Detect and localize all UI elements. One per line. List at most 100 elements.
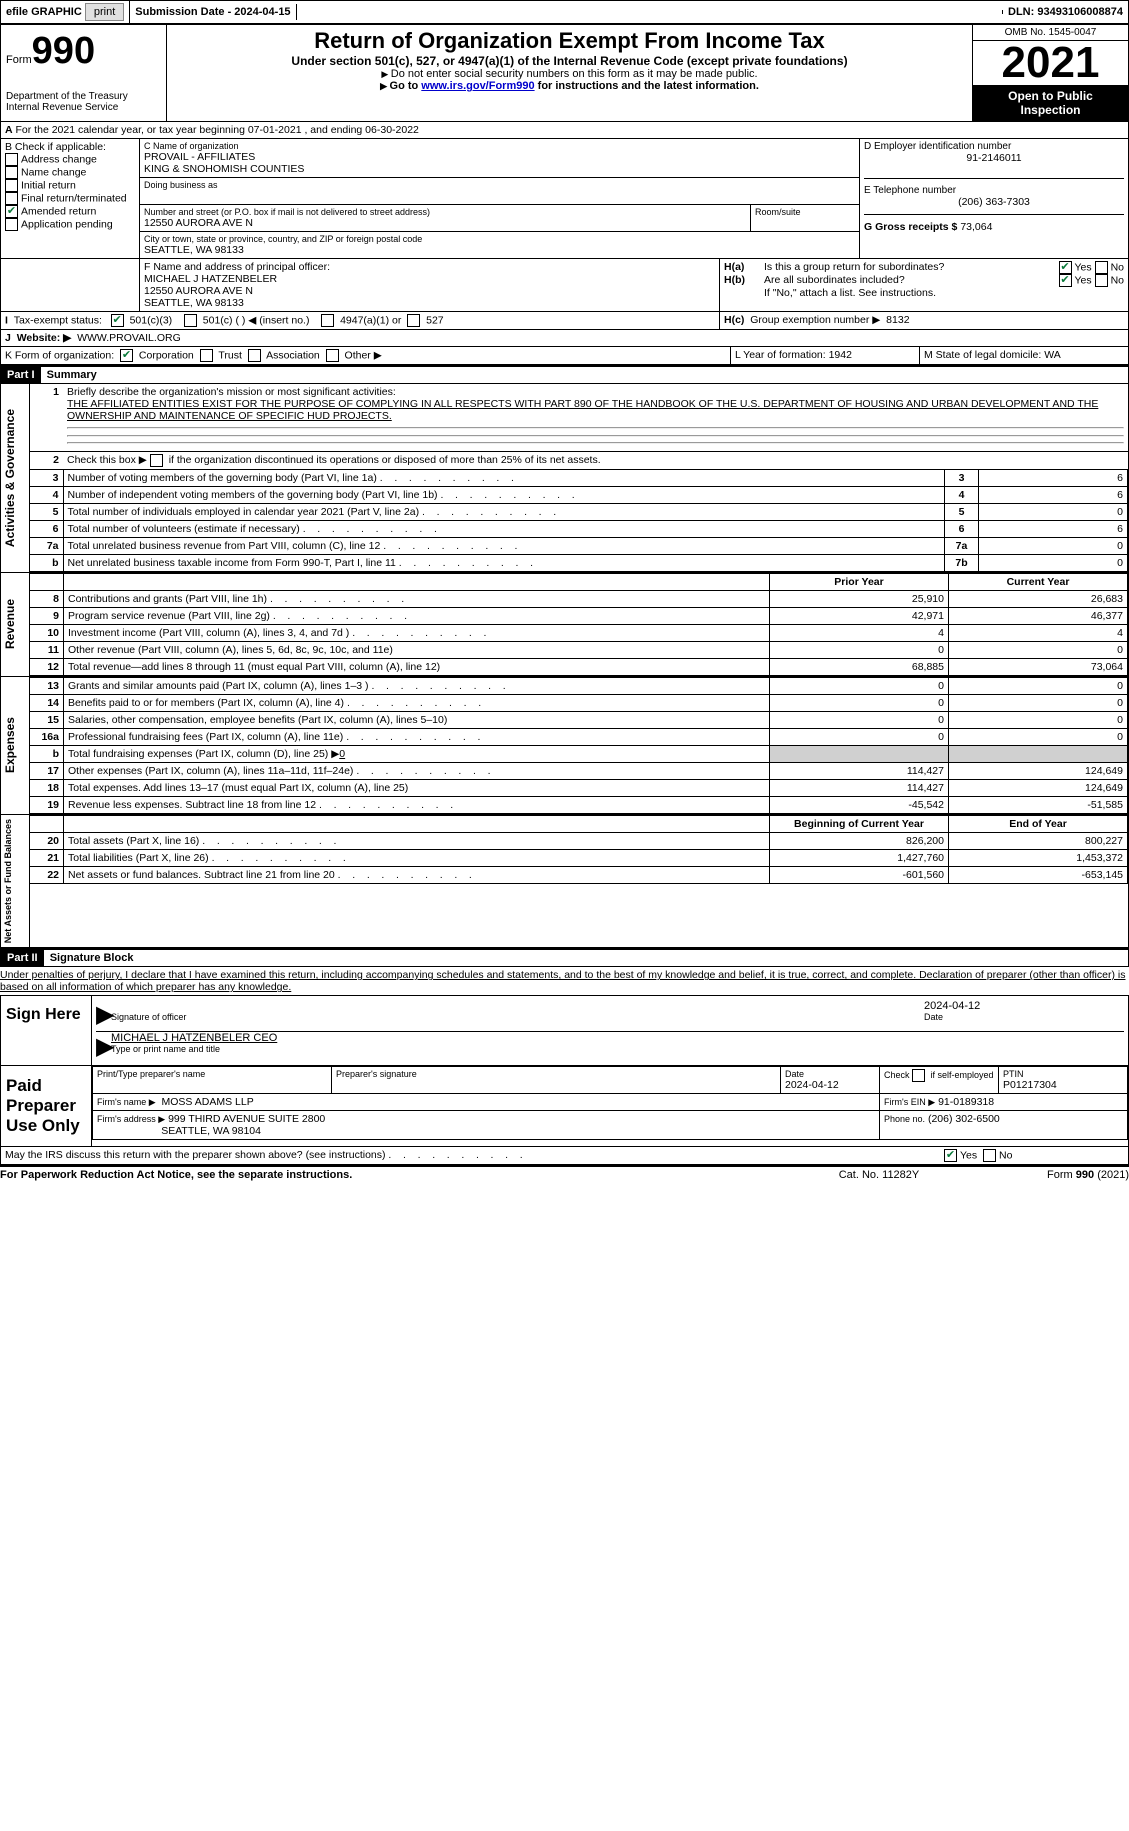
discuss-question: May the IRS discuss this return with the… bbox=[1, 1147, 940, 1164]
part-1-title: Summary bbox=[47, 369, 97, 381]
print-button[interactable]: print bbox=[85, 3, 124, 21]
ha-text: Is this a group return for subordinates? bbox=[764, 261, 1059, 274]
v6: 6 bbox=[979, 521, 1128, 538]
cb-amended[interactable] bbox=[5, 205, 18, 218]
cb-trust[interactable] bbox=[200, 349, 213, 362]
sig-name: MICHAEL J HATZENBELER CEO bbox=[111, 1032, 1124, 1044]
l16b: Total fundraising expenses (Part IX, col… bbox=[64, 746, 770, 763]
part-2-label: Part II bbox=[1, 950, 44, 966]
l19: Revenue less expenses. Subtract line 18 … bbox=[64, 797, 770, 814]
l12: Total revenue—add lines 8 through 11 (mu… bbox=[64, 659, 770, 676]
l13: Grants and similar amounts paid (Part IX… bbox=[64, 678, 770, 695]
form-subtitle: Under section 501(c), 527, or 4947(a)(1)… bbox=[177, 54, 962, 68]
side-activities: Activities & Governance bbox=[1, 405, 19, 551]
sig-date-label: Date bbox=[924, 1012, 1124, 1022]
form-header: Form990 Department of the Treasury Inter… bbox=[0, 24, 1129, 122]
cb-address[interactable] bbox=[5, 153, 18, 166]
ssn-notice: Do not enter social security numbers on … bbox=[177, 68, 962, 80]
cb-discontinued[interactable] bbox=[150, 454, 163, 467]
l21: Total liabilities (Part X, line 26) bbox=[64, 850, 770, 867]
cb-final[interactable] bbox=[5, 192, 18, 205]
b-header: B Check if applicable: bbox=[5, 141, 135, 153]
l16a: Professional fundraising fees (Part IX, … bbox=[64, 729, 770, 746]
submission-date: Submission Date - 2024-04-15 bbox=[135, 6, 290, 18]
cb-discuss-yes[interactable] bbox=[944, 1149, 957, 1162]
gross-receipts: 73,064 bbox=[960, 221, 992, 233]
l6: Total number of volunteers (estimate if … bbox=[63, 521, 945, 538]
officer-addr: 12550 AURORA AVE N bbox=[144, 285, 715, 297]
domicile-state: WA bbox=[1044, 349, 1061, 361]
j-label: Website: ▶ bbox=[17, 332, 72, 344]
goto-prefix: Go to bbox=[390, 80, 422, 92]
irs-link[interactable]: www.irs.gov/Form990 bbox=[421, 80, 534, 92]
v7a: 0 bbox=[979, 538, 1128, 555]
d-label: D Employer identification number bbox=[864, 141, 1124, 152]
hb-label: H(b) bbox=[724, 274, 745, 286]
e-label: E Telephone number bbox=[864, 185, 1124, 196]
cb-4947[interactable] bbox=[321, 314, 334, 327]
hb-text: Are all subordinates included? bbox=[764, 274, 1059, 287]
firm-name: MOSS ADAMS LLP bbox=[162, 1096, 254, 1108]
group-exemption: 8132 bbox=[886, 314, 909, 326]
cb-ha-no[interactable] bbox=[1095, 261, 1108, 274]
cb-pending[interactable] bbox=[5, 218, 18, 231]
dept-treasury: Department of the Treasury bbox=[6, 91, 161, 102]
cb-other[interactable] bbox=[326, 349, 339, 362]
i-label: Tax-exempt status: bbox=[14, 314, 102, 326]
entity-block: B Check if applicable: Address change Na… bbox=[0, 139, 1129, 259]
open-inspection: Open to Public Inspection bbox=[973, 85, 1128, 121]
cb-ha-yes[interactable] bbox=[1059, 261, 1072, 274]
part-1-label: Part I bbox=[1, 367, 41, 383]
hc-text: Group exemption number ▶ bbox=[750, 314, 880, 326]
self-employed: Check if self-employed bbox=[884, 1069, 994, 1082]
street-address: 12550 AURORA AVE N bbox=[144, 217, 746, 229]
cb-discuss-no[interactable] bbox=[983, 1149, 996, 1162]
firm-addr2: SEATTLE, WA 98104 bbox=[161, 1125, 261, 1137]
cb-501c3[interactable] bbox=[111, 314, 124, 327]
l7b: Net unrelated business taxable income fr… bbox=[63, 555, 945, 572]
cb-assoc[interactable] bbox=[248, 349, 261, 362]
l5: Total number of individuals employed in … bbox=[63, 504, 945, 521]
form-footer: Form 990 (2021) bbox=[979, 1169, 1129, 1181]
addr-label: Number and street (or P.O. box if mail i… bbox=[144, 207, 746, 217]
cb-initial[interactable] bbox=[5, 179, 18, 192]
website: WWW.PROVAIL.ORG bbox=[77, 332, 181, 344]
cb-name[interactable] bbox=[5, 166, 18, 179]
cb-hb-no[interactable] bbox=[1095, 274, 1108, 287]
ha-label: H(a) bbox=[724, 261, 744, 273]
line-a-text: For the 2021 calendar year, or tax year … bbox=[16, 124, 419, 136]
cb-501c[interactable] bbox=[184, 314, 197, 327]
org-name-2: KING & SNOHOMISH COUNTIES bbox=[144, 163, 855, 175]
f-label: F Name and address of principal officer: bbox=[144, 261, 715, 273]
l10: Investment income (Part VIII, column (A)… bbox=[64, 625, 770, 642]
line-a-label: A bbox=[5, 124, 13, 136]
cb-self-employed[interactable] bbox=[912, 1069, 925, 1082]
cb-corp[interactable] bbox=[120, 349, 133, 362]
l11: Other revenue (Part VIII, column (A), li… bbox=[64, 642, 770, 659]
l7a: Total unrelated business revenue from Pa… bbox=[63, 538, 945, 555]
irs-label: Internal Revenue Service bbox=[6, 102, 161, 113]
dln: DLN: 93493106008874 bbox=[1008, 6, 1123, 18]
city-state-zip: SEATTLE, WA 98133 bbox=[144, 244, 855, 256]
l18: Total expenses. Add lines 13–17 (must eq… bbox=[64, 780, 770, 797]
prior-year-hdr: Prior Year bbox=[770, 574, 949, 591]
cb-527[interactable] bbox=[407, 314, 420, 327]
ey-hdr: End of Year bbox=[949, 816, 1128, 833]
telephone: (206) 363-7303 bbox=[864, 196, 1124, 208]
l4: Number of independent voting members of … bbox=[63, 487, 945, 504]
l2: Check this box ▶ if the organization dis… bbox=[67, 454, 601, 466]
sign-here-label: Sign Here bbox=[1, 996, 92, 1065]
room-label: Room/suite bbox=[755, 207, 855, 217]
part-2-title: Signature Block bbox=[50, 952, 134, 964]
l15: Salaries, other compensation, employee b… bbox=[64, 712, 770, 729]
l17: Other expenses (Part IX, column (A), lin… bbox=[64, 763, 770, 780]
l8: Contributions and grants (Part VIII, lin… bbox=[64, 591, 770, 608]
l20: Total assets (Part X, line 16) bbox=[64, 833, 770, 850]
v7b: 0 bbox=[979, 555, 1128, 572]
l-label: L Year of formation: bbox=[735, 349, 826, 361]
city-label: City or town, state or province, country… bbox=[144, 234, 855, 244]
l9: Program service revenue (Part VIII, line… bbox=[64, 608, 770, 625]
org-name-1: PROVAIL - AFFILIATES bbox=[144, 151, 855, 163]
cat-no: Cat. No. 11282Y bbox=[779, 1169, 979, 1181]
cb-hb-yes[interactable] bbox=[1059, 274, 1072, 287]
